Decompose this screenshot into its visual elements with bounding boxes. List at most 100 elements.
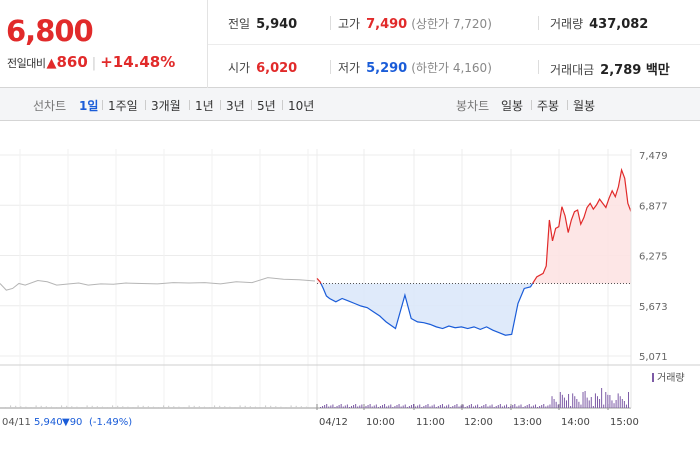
volume-bar	[137, 405, 139, 408]
monthly-candle-tab[interactable]: 월봉	[573, 99, 596, 113]
volume-bar	[417, 405, 419, 408]
volume-bar	[475, 405, 477, 408]
volume-bar	[56, 407, 57, 408]
volume-bar	[198, 406, 200, 408]
volume-bar	[477, 404, 479, 408]
volume-bar	[568, 394, 570, 408]
volume-bar	[408, 406, 410, 408]
volume-bar	[96, 406, 98, 408]
volume-bar	[524, 406, 526, 408]
volume-legend-label: 거래량	[657, 372, 685, 384]
volume-bar	[239, 405, 241, 408]
volume-bar	[419, 404, 421, 408]
period-1d-tab[interactable]: 1일	[79, 99, 99, 113]
turnover-value: 2,789 백만	[600, 63, 670, 78]
x-tick-label: 14:00	[561, 417, 590, 428]
chart-period-toolbar: 선차트 1일 1주일 3개월 1년 3년 5년 10년 봉차트 일봉 주봉 월봉	[0, 88, 700, 121]
volume-bar	[295, 405, 297, 408]
volume-bar	[613, 403, 615, 408]
volume-bar	[234, 407, 236, 408]
volume-bar	[61, 405, 63, 408]
volume-bar	[86, 405, 88, 408]
volume-bar	[229, 406, 231, 408]
volume-bar	[448, 404, 450, 408]
volume-bar	[375, 404, 377, 408]
weekly-candle-tab[interactable]: 주봉	[537, 99, 560, 113]
volume-bar	[510, 406, 512, 408]
volume-bar	[522, 407, 524, 408]
volume-bar	[458, 406, 460, 408]
y-tick-label: 7,479	[639, 151, 668, 162]
volume-bar	[334, 407, 336, 408]
volume-bar	[472, 406, 474, 408]
change-row: 전일대비▲860 | +14.48%	[7, 53, 175, 71]
volume-bar	[452, 406, 454, 408]
period-1w-tab[interactable]: 1주일	[108, 99, 138, 113]
volume-bar	[20, 406, 22, 408]
price-line-up	[316, 278, 322, 284]
volume-bar	[382, 405, 384, 408]
volume-bar	[625, 404, 627, 408]
volume-bar	[132, 407, 134, 408]
volume-bar	[520, 404, 522, 408]
period-1y-tab[interactable]: 1년	[195, 99, 214, 113]
volume-bar	[621, 399, 623, 408]
volume-bar	[260, 407, 261, 408]
volume-bar	[188, 405, 190, 408]
volume-bar	[357, 406, 359, 408]
volume-bar	[367, 405, 369, 408]
volume-bar	[342, 406, 344, 408]
volume-bar	[305, 406, 307, 408]
volume-bar	[543, 404, 545, 408]
volume-bar	[193, 405, 195, 408]
volume-bar	[91, 405, 93, 408]
volume-bar	[363, 407, 365, 408]
volume-bar	[468, 405, 470, 408]
volume-bar	[322, 406, 324, 408]
volume-bar	[446, 405, 448, 408]
daily-candle-tab[interactable]: 일봉	[501, 99, 524, 113]
period-5y-tab[interactable]: 5년	[257, 99, 276, 113]
volume-bar	[537, 407, 539, 408]
divider: |	[91, 56, 97, 71]
period-10y-tab[interactable]: 10년	[288, 99, 315, 113]
high-value: 7,490	[366, 17, 408, 32]
volume-bar	[464, 407, 466, 408]
volume-bar	[439, 405, 441, 408]
prev-day-change: ▼90	[62, 417, 82, 428]
divider	[189, 100, 190, 110]
period-3m-tab[interactable]: 3개월	[151, 99, 181, 113]
volume-bar	[557, 404, 559, 408]
high-label: 고가	[338, 17, 361, 31]
volume-bar	[163, 405, 165, 408]
volume-bar	[30, 407, 32, 408]
volume-bar	[580, 404, 582, 408]
volume-bar	[127, 406, 129, 408]
volume-bar	[117, 405, 119, 408]
volume-bar	[45, 406, 47, 408]
divider	[220, 100, 221, 110]
volume-bar	[479, 407, 481, 408]
volume-bar	[516, 406, 518, 408]
volume-bar	[433, 404, 435, 408]
change-percent: +14.48%	[100, 53, 176, 71]
volume-bar	[142, 405, 144, 408]
volume-bar	[10, 405, 12, 408]
price-line-down	[320, 283, 534, 336]
change-label: 전일대비	[7, 57, 46, 70]
volume-bar	[582, 392, 584, 408]
volume-bar	[588, 400, 590, 408]
divider	[251, 100, 252, 110]
volume-bar	[549, 404, 551, 408]
volume-bar	[574, 396, 576, 408]
volume-bar	[601, 388, 603, 408]
y-tick-label: 6,877	[639, 201, 668, 212]
divider	[145, 100, 146, 110]
volume-bar	[384, 404, 386, 408]
period-3y-tab[interactable]: 3년	[226, 99, 245, 113]
volume-bar	[617, 393, 619, 408]
volume-bar	[607, 394, 609, 408]
volume-bar	[518, 405, 520, 408]
x-tick-label: 04/12	[319, 417, 348, 428]
volume-bar	[541, 405, 543, 408]
